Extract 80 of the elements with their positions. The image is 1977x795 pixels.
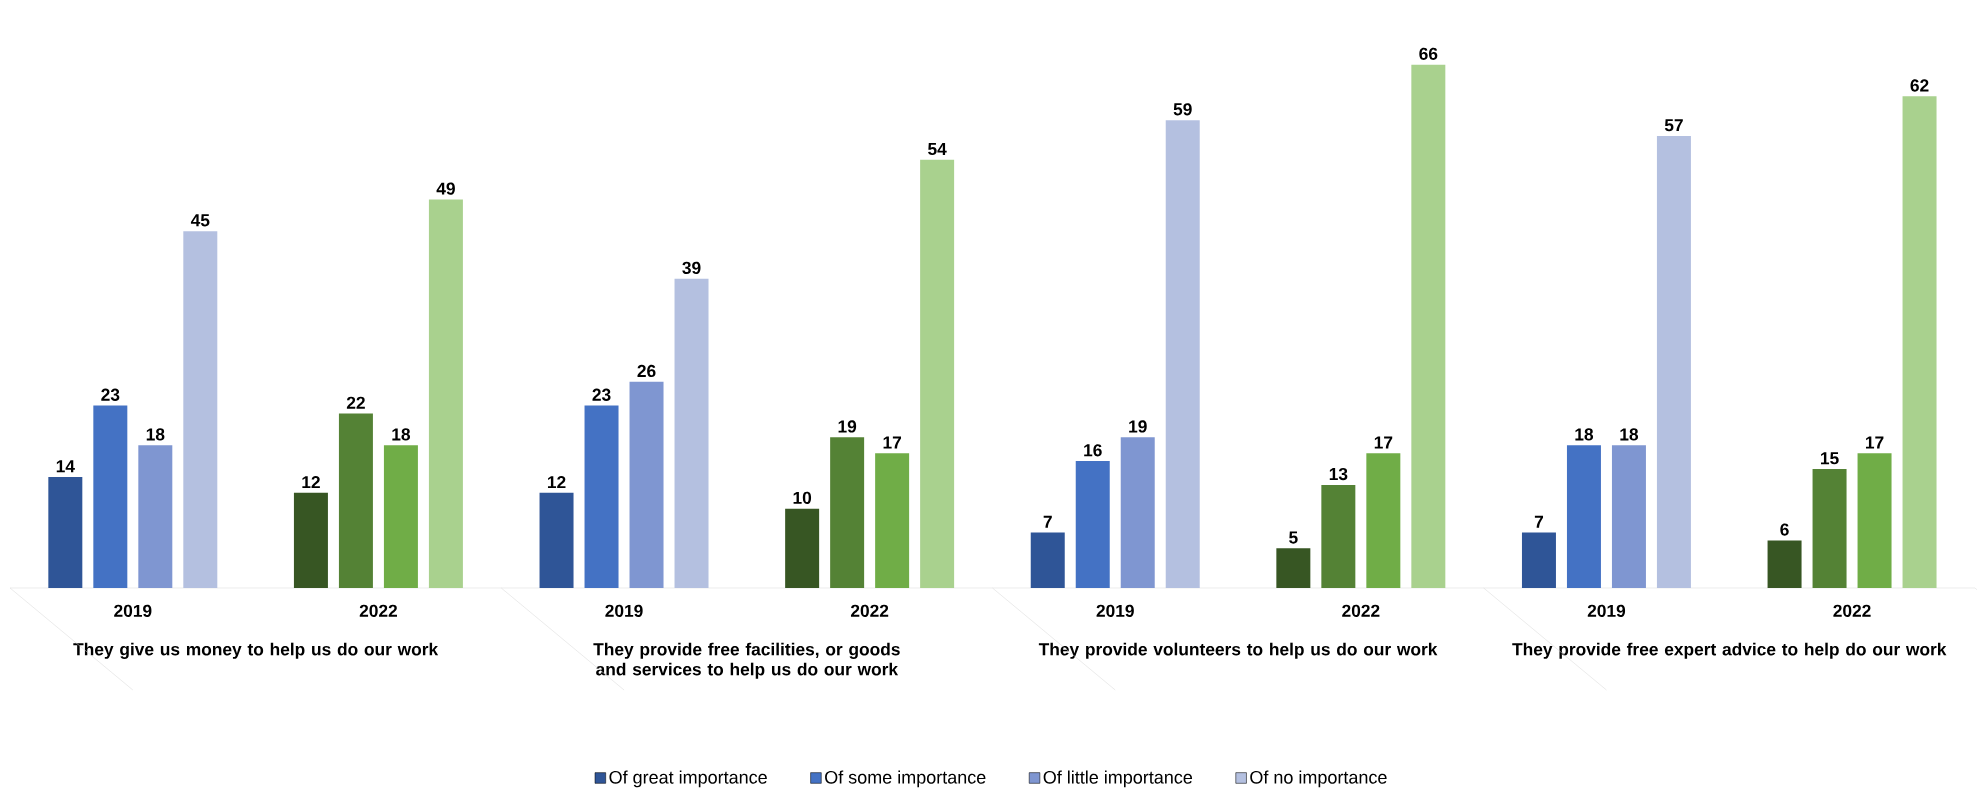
bar: [1030, 532, 1065, 588]
bar: [920, 159, 955, 588]
bar: [875, 453, 910, 588]
data-label: 17: [883, 436, 902, 449]
x-tick-label: 2022: [359, 604, 397, 617]
bar: [93, 405, 128, 588]
legend-label: Of great importance: [609, 770, 767, 788]
data-label: 18: [1620, 428, 1639, 441]
data-label: 12: [302, 476, 320, 489]
x-tick-label: 2019: [1096, 604, 1134, 617]
data-label: 18: [1575, 428, 1594, 441]
bar: [138, 445, 173, 588]
data-label: 16: [1084, 444, 1102, 457]
data-label: 17: [1374, 436, 1393, 449]
data-label: 54: [928, 142, 947, 156]
bar: [629, 381, 664, 588]
bar: [293, 492, 328, 588]
x-tick-label: 2022: [1342, 604, 1380, 617]
bar: [1902, 96, 1937, 588]
bar: [1366, 453, 1401, 588]
data-label: 13: [1329, 467, 1348, 481]
legend-label: Of some importance: [825, 770, 986, 788]
data-label: 18: [392, 428, 411, 441]
bar: [338, 413, 373, 588]
data-label: 66: [1419, 47, 1438, 60]
data-label: 22: [346, 396, 365, 409]
bar: [1656, 136, 1691, 588]
data-label: 18: [146, 428, 165, 441]
bar: [1411, 64, 1446, 588]
bar: [1165, 120, 1200, 588]
legend-label: Of little importance: [1043, 770, 1193, 788]
bar: [1857, 453, 1892, 588]
bar: [539, 492, 574, 588]
data-label: 57: [1664, 119, 1683, 132]
data-label: 6: [1780, 523, 1789, 536]
data-label: 26: [637, 364, 656, 378]
data-label: 23: [101, 388, 120, 401]
data-label: 19: [838, 420, 857, 433]
bar: [1566, 445, 1601, 588]
data-label: 59: [1173, 103, 1192, 116]
bar: [1812, 469, 1847, 588]
data-label: 5: [1289, 531, 1298, 544]
data-label: 7: [1534, 515, 1544, 528]
data-label: 62: [1910, 79, 1929, 92]
data-label: 39: [682, 261, 701, 275]
text: They provide free facilities, or goods and services to help us do our work: [593, 642, 900, 679]
bar: [1321, 484, 1356, 588]
data-label: 23: [592, 388, 611, 401]
text: They provide volunteers to help us do our work: [1038, 642, 1438, 659]
x-tick-label: 2019: [605, 604, 643, 617]
bar: [383, 445, 418, 588]
bar: [674, 278, 709, 588]
bar: [1767, 540, 1802, 588]
data-label: 7: [1043, 515, 1052, 528]
legend-label: Of no importance: [1250, 770, 1387, 788]
x-tick-label: 2022: [1833, 604, 1871, 617]
text: They give us money to help us do our work: [73, 642, 439, 659]
x-tick-label: 2022: [850, 604, 889, 617]
bar: [1521, 532, 1556, 588]
bar: [428, 199, 463, 588]
bar: [830, 437, 865, 588]
bar: [1276, 548, 1311, 588]
bar: [1611, 445, 1646, 588]
bar: [48, 476, 83, 588]
x-tick-label: 2019: [1587, 604, 1626, 617]
bar: [1120, 437, 1155, 588]
bar: [1075, 461, 1110, 588]
data-label: 19: [1129, 420, 1147, 433]
data-label: 12: [547, 476, 566, 489]
bar: [183, 231, 218, 588]
data-label: 15: [1821, 452, 1839, 465]
bar: [785, 508, 820, 588]
bar: [584, 405, 619, 588]
data-label: 10: [793, 491, 812, 504]
text: They provide free expert advice to help do our work: [1512, 642, 1947, 659]
data-label: 14: [56, 460, 75, 473]
data-label: 45: [190, 214, 210, 227]
x-tick-label: 2019: [114, 604, 152, 617]
data-label: 17: [1866, 436, 1884, 449]
data-label: 49: [436, 182, 455, 195]
